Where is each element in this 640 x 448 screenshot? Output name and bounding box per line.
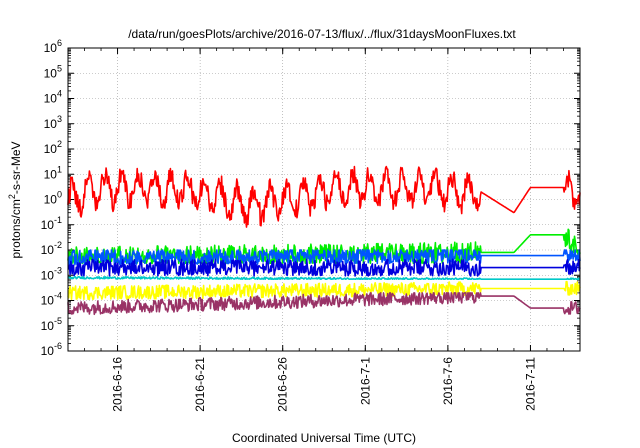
x-axis-label: Coordinated Universal Time (UTC) (232, 431, 416, 445)
series-group (67, 165, 581, 316)
y-tick-label: 10-4 (41, 291, 62, 308)
series-line-5 (67, 275, 581, 280)
y-tick-label: 103 (44, 114, 62, 131)
y-tick-label: 104 (44, 89, 62, 106)
x-tick-label: 2016-7-1 (358, 357, 372, 405)
y-tick-label: 106 (44, 38, 62, 55)
y-axis-ticks: 10-6 10-5 10-4 10-3 10-2 10-1 100 101 102 103 104 1… (41, 38, 580, 358)
y-tick-label: 100 (44, 190, 62, 207)
y-tick-label: 105 (44, 63, 62, 80)
x-tick-label: 2016-6-21 (193, 357, 207, 412)
series-line-7 (67, 292, 581, 316)
x-tick-label: 2016-6-16 (111, 357, 125, 412)
series-line-6 (67, 280, 581, 301)
plot-border (67, 47, 581, 352)
y-tick-label: 10-6 (41, 341, 62, 358)
x-tick-label: 2016-6-26 (276, 357, 290, 412)
x-tick-label: 2016-7-6 (441, 357, 455, 405)
series-line-4 (67, 258, 581, 277)
y-tick-label: 10-5 (41, 316, 62, 333)
y-tick-label: 102 (44, 139, 62, 156)
x-axis-ticks: 2016-6-16 2016-6-21 2016-6-26 2016-7-1 2016-… (67, 48, 581, 412)
y-axis-label: protons/cm2-s-sr-MeV (7, 141, 23, 258)
y-tick-label: 10-1 (41, 215, 62, 232)
y-tick-label: 101 (44, 164, 62, 181)
series-line-3 (67, 249, 581, 266)
x-tick-label: 2016-7-11 (523, 357, 537, 411)
chart-title: /data/run/goesPlots/archive/2016-07-13/f… (128, 27, 516, 41)
y-tick-label: 10-2 (41, 240, 62, 257)
y-tick-label: 10-3 (41, 265, 62, 282)
series-line-1 (67, 165, 581, 228)
